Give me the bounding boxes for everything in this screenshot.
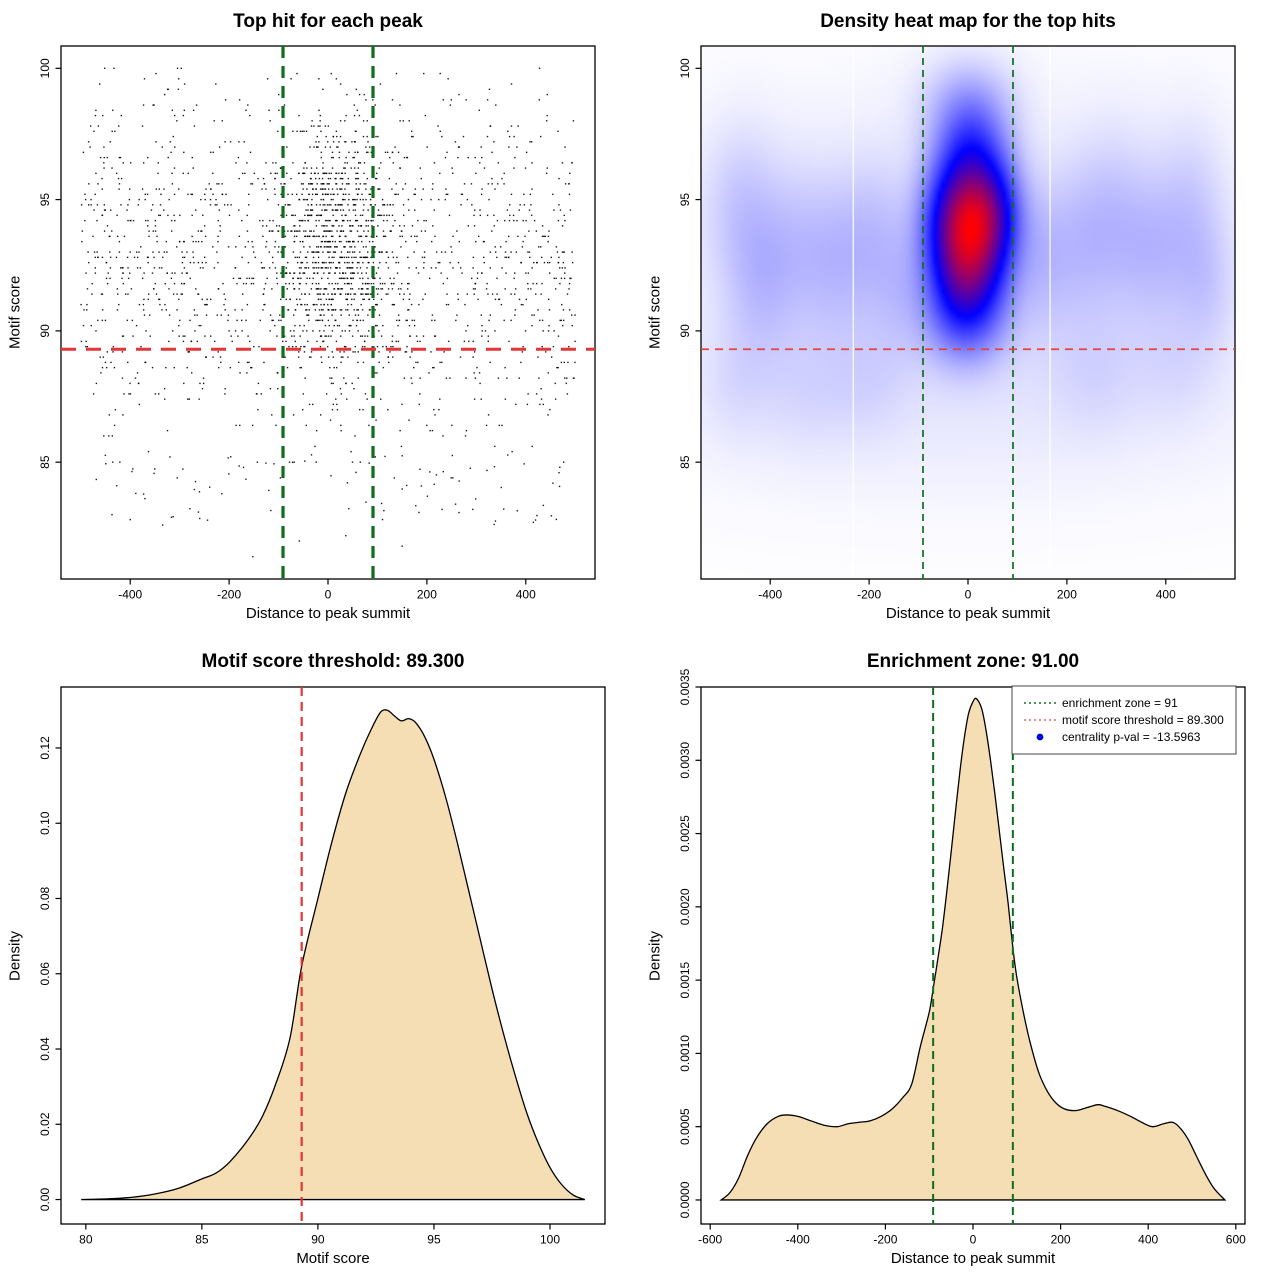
distance-density-title: Enrichment zone: 91.00	[866, 651, 1080, 672]
legend-label: centrality p-val = -13.5963	[1062, 730, 1201, 744]
distance-density-plot: -600 -400 -200 0 200 400 600 0.0000 0.0005 0.0010…	[678, 668, 1246, 1246]
legend-point-sample	[1036, 733, 1044, 741]
plot-frame	[60, 686, 606, 1225]
heatmap-canvas	[701, 46, 1235, 579]
density-curve	[81, 709, 586, 1201]
x-tick-label: 80	[79, 1233, 93, 1247]
y-tick-label: 0.00	[38, 1188, 52, 1212]
legend: enrichment zone = 91 motif score threshol…	[1011, 685, 1237, 755]
x-tick-label: 0	[325, 588, 332, 602]
y-tick-label: 0.0020	[678, 888, 692, 925]
plot-frame	[700, 45, 1236, 580]
y-tick-label: 0.0010	[678, 1035, 692, 1072]
heatmap-xlabel: Distance to peak summit	[885, 605, 1051, 622]
x-tick-label: 200	[1051, 1233, 1071, 1247]
y-tick-label: 0.0000	[678, 1181, 692, 1218]
panel-scatter-top-hits: Top hit for each peak Motif score Distan…	[0, 0, 640, 640]
x-tick-label: 0	[965, 588, 972, 602]
panel-distance-density: Enrichment zone: 91.00 Density Distance …	[640, 640, 1280, 1280]
x-tick-label: 400	[1138, 1233, 1158, 1247]
panel-density-heatmap: Density heat map for the top hits Motif …	[640, 0, 1280, 640]
axis-frame: -600 -400 -200 0 200 400 600 0.0000 0.0005 0.0010…	[678, 668, 1246, 1246]
scatter-title: Top hit for each peak	[233, 11, 423, 32]
motif-density-plot: 80 85 90 95 100 0.00 0.02 0.04 0.06 0.08 0.10 0.12	[38, 686, 606, 1247]
panel-motif-score-density: Motif score threshold: 89.300 Density Mo…	[0, 640, 640, 1280]
x-tick-label: 400	[1156, 588, 1176, 602]
y-tick-label: 0.12	[38, 736, 52, 760]
scatter-axes-overlay: -400 -200 0 200 400 85 90 95 100	[38, 45, 596, 602]
scatter-xlabel: Distance to peak summit	[245, 605, 411, 622]
x-tick-label: -600	[698, 1233, 722, 1247]
plot-frame	[700, 686, 1246, 1225]
axis-frame: -400 -200 0 200 400 85 90 95 100	[678, 58, 1176, 602]
y-tick-label: 95	[38, 193, 52, 207]
y-tick-label: 0.0015	[678, 961, 692, 998]
y-tick-label: 0.06	[38, 962, 52, 986]
y-tick-label: 90	[678, 324, 692, 338]
x-tick-label: 600	[1226, 1233, 1246, 1247]
y-tick-label: 85	[678, 455, 692, 469]
x-tick-label: -200	[873, 1233, 897, 1247]
scatter-points-canvas	[61, 46, 595, 579]
x-tick-label: 85	[195, 1233, 209, 1247]
x-tick-label: 100	[540, 1233, 560, 1247]
y-tick-label: 0.10	[38, 811, 52, 835]
x-tick-label: 90	[311, 1233, 325, 1247]
y-tick-label: 0.0035	[678, 668, 692, 705]
x-tick-label: -400	[758, 588, 782, 602]
y-tick-label: 90	[38, 324, 52, 338]
y-tick-label: 95	[678, 193, 692, 207]
axis-frame: 80 85 90 95 100 0.00 0.02 0.04 0.06 0.08 0.10 0.12	[38, 736, 560, 1247]
x-tick-label: -400	[118, 588, 142, 602]
x-tick-label: 200	[1057, 588, 1077, 602]
x-tick-label: 0	[970, 1233, 977, 1247]
y-tick-label: 0.0030	[678, 742, 692, 779]
y-tick-label: 0.04	[38, 1037, 52, 1061]
legend-label: enrichment zone = 91	[1062, 696, 1178, 710]
density-curve	[719, 697, 1227, 1201]
motif-density-title: Motif score threshold: 89.300	[201, 651, 465, 672]
x-tick-label: -200	[217, 588, 241, 602]
x-tick-label: -200	[857, 588, 881, 602]
legend-label: motif score threshold = 89.300	[1062, 713, 1224, 727]
y-tick-label: 0.0025	[678, 815, 692, 852]
y-tick-label: 0.0005	[678, 1108, 692, 1145]
y-tick-label: 0.02	[38, 1112, 52, 1136]
heatmap-title: Density heat map for the top hits	[820, 11, 1116, 32]
y-tick-label: 100	[678, 58, 692, 78]
y-tick-label: 85	[38, 455, 52, 469]
motif-density-xlabel: Motif score	[296, 1250, 370, 1267]
y-tick-label: 100	[38, 58, 52, 78]
axis-frame: -400 -200 0 200 400 85 90 95 100	[38, 58, 536, 602]
y-tick-label: 0.08	[38, 886, 52, 910]
x-tick-label: 400	[516, 588, 536, 602]
x-tick-label: 95	[427, 1233, 441, 1247]
plot-frame	[60, 45, 596, 580]
x-tick-label: -400	[786, 1233, 810, 1247]
x-tick-label: 200	[417, 588, 437, 602]
distance-density-xlabel: Distance to peak summit	[890, 1250, 1056, 1267]
heatmap-axes-overlay: -400 -200 0 200 400 85 90 95 100	[678, 45, 1236, 602]
